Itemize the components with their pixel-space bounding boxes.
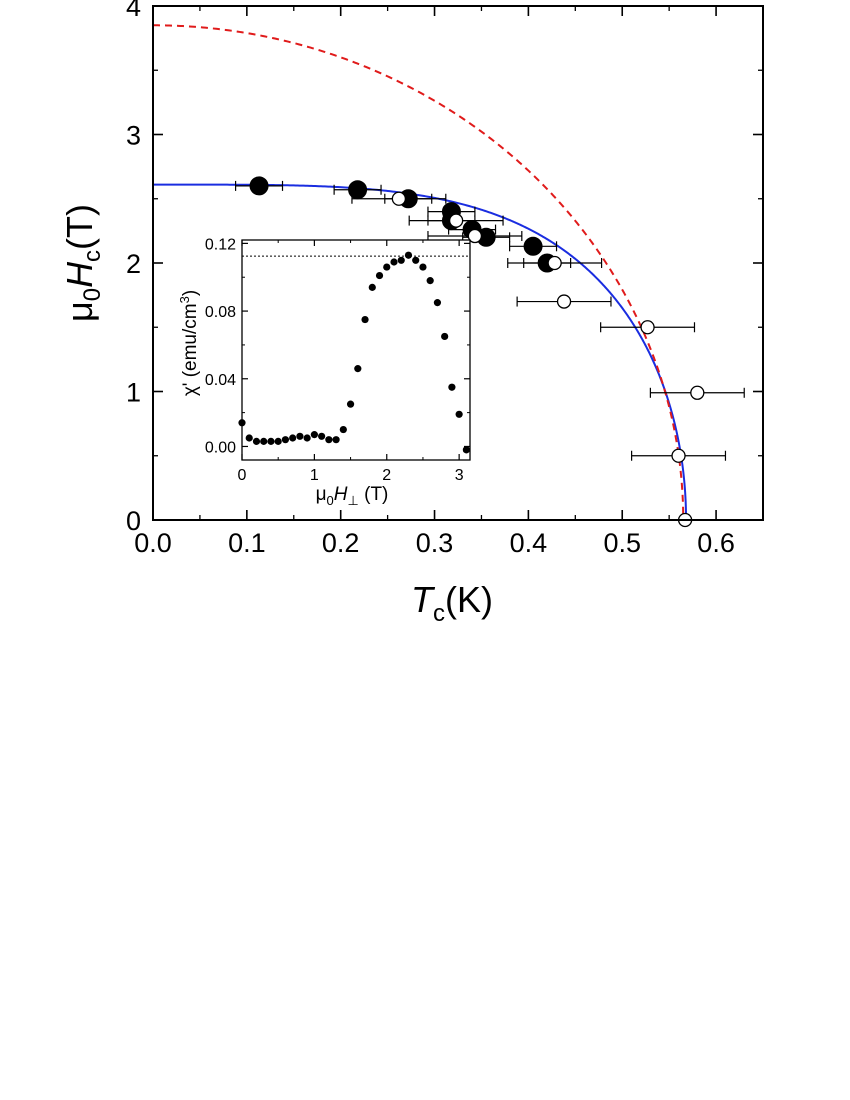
- inset-data-point: [441, 332, 449, 341]
- x-tick-label: 0.3: [416, 528, 454, 558]
- open-data-point: [640, 320, 655, 335]
- open-data-point: [448, 213, 464, 228]
- open-data-point: [547, 255, 562, 271]
- inset-data-point: [419, 263, 427, 271]
- inset-data-point: [325, 436, 333, 444]
- inset-data-layer: [238, 251, 470, 454]
- solid-fit-curve: [153, 183, 688, 520]
- filled-data-point: [249, 176, 269, 196]
- main-y-axis-label: μ0Hc(T): [59, 204, 106, 322]
- filled-data-point: [348, 180, 368, 200]
- inset-data-point: [296, 432, 304, 440]
- inset-data-point: [426, 277, 434, 285]
- y-tick-label: 2: [126, 249, 141, 279]
- inset-data-point: [245, 434, 253, 442]
- y-tick-label: 4: [126, 0, 141, 22]
- main-x-axis-label: Tc(K): [411, 579, 493, 627]
- inset-x-tick-label: 3: [455, 467, 464, 484]
- inset-data-point: [274, 437, 282, 445]
- inset-x-tick-label: 1: [310, 467, 319, 484]
- inset-data-point: [354, 365, 362, 373]
- inset-chart: 0 1 2 3 0.00 0.04 0.08 0.12 χ' (emu/cm3) μ0H⊥ (…: [177, 236, 471, 508]
- inset-data-point: [310, 431, 318, 439]
- inset-data-point: [281, 436, 290, 444]
- inset-data-point: [375, 271, 384, 280]
- x-tick-label: 0.1: [228, 528, 266, 558]
- inset-data-point: [390, 258, 398, 266]
- y-tick-label: 0: [126, 506, 141, 536]
- y-tick-label: 1: [126, 378, 141, 408]
- inset-data-point: [404, 251, 413, 259]
- inset-data-point: [252, 437, 261, 445]
- y-tick-label: 3: [126, 121, 141, 151]
- inset-x-tick-label: 0: [238, 467, 247, 484]
- open-data-point: [690, 385, 705, 400]
- x-tick-label: 0.2: [322, 528, 360, 558]
- inset-data-point: [462, 446, 470, 454]
- inset-data-point: [260, 437, 268, 445]
- inset-y-tick-label: 0.04: [205, 372, 236, 389]
- inset-data-point: [339, 425, 347, 434]
- inset-data-point: [267, 437, 275, 445]
- inset-y-tick-label: 0.08: [205, 304, 236, 321]
- open-data-point: [391, 191, 407, 206]
- inset-data-point: [346, 400, 355, 408]
- inset-background: [242, 240, 470, 460]
- inset-data-point: [368, 283, 376, 291]
- inset-data-point: [289, 434, 297, 442]
- inset-data-point: [412, 256, 420, 264]
- inset-data-point: [455, 410, 463, 418]
- filled-data-point: [523, 236, 543, 256]
- dashed-fit-curve: [153, 24, 685, 520]
- x-tick-label: 0.5: [603, 528, 641, 558]
- inset-ticks: 0 1 2 3 0.00 0.04 0.08 0.12: [205, 236, 470, 484]
- inset-data-point: [332, 436, 340, 444]
- x-tick-label: 0.6: [697, 528, 735, 558]
- inset-y-tick-label: 0.12: [205, 236, 236, 253]
- main-chart: 0.0 0.1 0.2 0.3 0.4 0.5 0.6 0 1 2 3 4 μ0Hc(T) Tc(K): [59, 0, 764, 627]
- x-tick-label: 0.0: [134, 528, 172, 558]
- main-data-layer: [153, 24, 745, 528]
- inset-y-tick-label: 0.00: [205, 439, 236, 456]
- inset-data-point: [448, 383, 456, 391]
- inset-data-point: [318, 432, 326, 440]
- inset-x-axis-label: μ0H⊥ (T): [316, 484, 389, 508]
- inset-y-axis-label: χ' (emu/cm3): [177, 290, 201, 396]
- inset-data-point: [383, 263, 391, 271]
- x-tick-label: 0.4: [510, 528, 548, 558]
- open-data-point: [556, 294, 572, 309]
- inset-data-point: [397, 256, 405, 264]
- inset-x-tick-label: 2: [382, 467, 391, 484]
- main-ticks: 0.0 0.1 0.2 0.3 0.4 0.5 0.6 0 1 2 3 4: [126, 0, 764, 558]
- open-data-point: [671, 448, 686, 463]
- open-data-point: [467, 228, 483, 244]
- inset-plot-frame: [241, 239, 471, 461]
- inset-data-point: [361, 315, 369, 324]
- inset-data-point: [303, 434, 311, 442]
- inset-data-point: [433, 299, 442, 307]
